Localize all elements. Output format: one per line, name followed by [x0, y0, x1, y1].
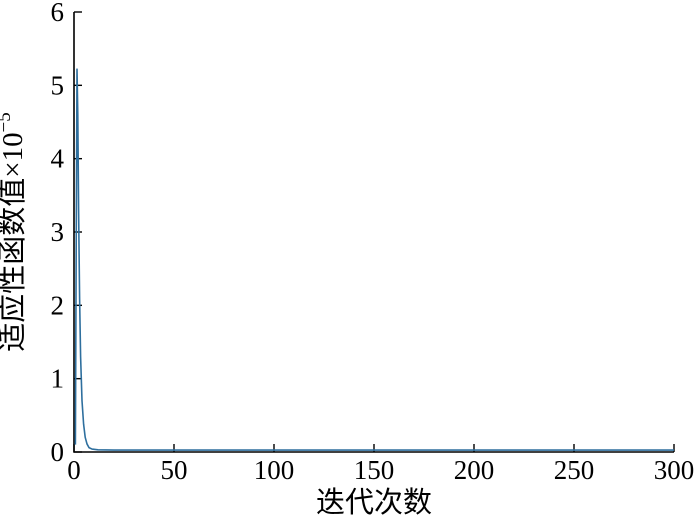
y-tick-label: 6 [51, 0, 65, 27]
x-tick-label: 250 [554, 455, 595, 485]
y-tick-label: 4 [51, 144, 65, 174]
x-axis-label: 迭代次数 [316, 486, 432, 519]
x-tick-label: 300 [654, 455, 695, 485]
y-tick-label: 2 [51, 290, 65, 320]
series-layer [74, 68, 674, 451]
x-tick-label: 0 [67, 455, 81, 485]
y-axis-label-exponent: −5 [0, 112, 15, 132]
y-tick-label: 3 [51, 217, 65, 247]
y-axis-label-base: 适应性函数值×10 [0, 132, 29, 351]
x-tick-label: 150 [354, 455, 395, 485]
x-tick-label: 200 [454, 455, 495, 485]
y-axis-label: 适应性函数值×10−5 [0, 112, 29, 352]
axis-spines [73, 12, 674, 453]
y-tick-label: 5 [51, 70, 65, 100]
axes-layer: 0 50 100 150 200 250 300 0 1 2 3 4 5 6 [51, 0, 695, 485]
y-tick-label: 0 [51, 437, 65, 467]
x-tick-label: 50 [161, 455, 188, 485]
series-line-fitness [74, 68, 674, 451]
x-tick-label: 100 [254, 455, 295, 485]
y-tick-label: 1 [51, 364, 65, 394]
